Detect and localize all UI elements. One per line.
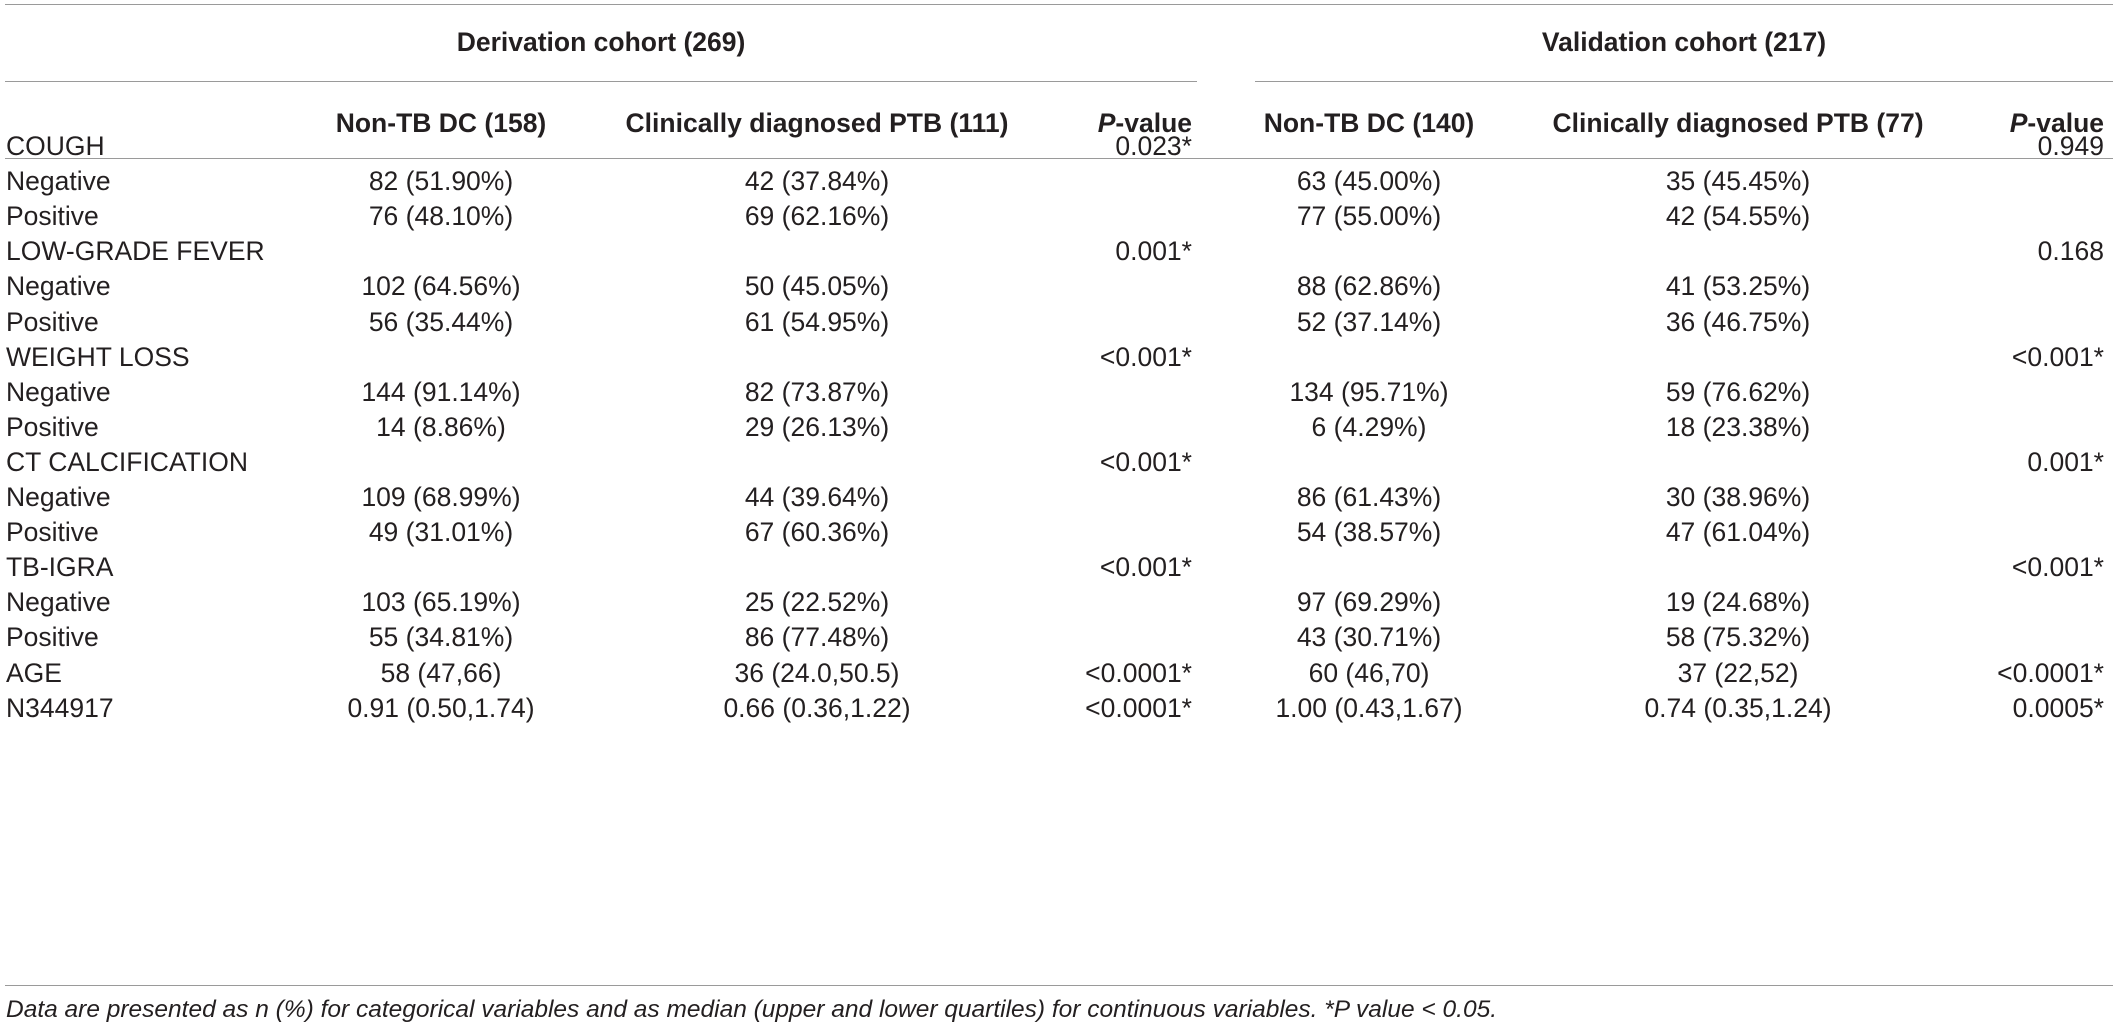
cell-d-pvalue: <0.001*	[1099, 552, 1192, 583]
cell-v-non-tb: 54 (38.57%)	[1296, 517, 1442, 548]
cell-v-non-tb: 43 (30.71%)	[1296, 622, 1442, 653]
row-label: TB-IGRA	[6, 552, 114, 583]
cell-v-pvalue: <0.001*	[2011, 552, 2104, 583]
row-label: Negative	[6, 482, 111, 512]
row-label: COUGH	[6, 131, 105, 161]
row-label: Positive	[6, 411, 99, 442]
cell-d-pvalue: <0.001*	[1099, 341, 1192, 372]
cell-d-non-tb: 76 (48.10%)	[368, 201, 514, 232]
cell-d-ptb: 0.66 (0.36,1.22)	[723, 692, 911, 723]
cell-v-ptb: 58 (75.32%)	[1665, 622, 1811, 653]
cell-d-non-tb: 103 (65.19%)	[361, 587, 521, 618]
cell-v-ptb: 36 (46.75%)	[1665, 306, 1811, 337]
cell-v-non-tb: 1.00 (0.43,1.67)	[1275, 692, 1463, 723]
p-value-suffix: -value	[2027, 108, 2104, 138]
cell-v-non-tb: 88 (62.86%)	[1296, 271, 1442, 302]
cell-d-ptb: 25 (22.52%)	[744, 587, 890, 618]
row-label: Positive	[6, 306, 99, 337]
top-rule	[5, 4, 2113, 5]
cell-v-pvalue: <0.001*	[2011, 341, 2104, 372]
cell-v-ptb: 41 (53.25%)	[1665, 271, 1811, 302]
table-footnote: Data are presented as n (%) for categori…	[6, 996, 1498, 1023]
cell-d-ptb: 67 (60.36%)	[744, 517, 890, 548]
cell-v-non-tb: 97 (69.29%)	[1296, 587, 1442, 618]
cell-v-ptb: 19 (24.68%)	[1665, 587, 1811, 618]
cell-v-ptb: 18 (23.38%)	[1665, 411, 1811, 442]
cell-d-pvalue: 0.001*	[1115, 236, 1192, 267]
col-header-v-non-tb: Non-TB DC (140)	[1263, 108, 1475, 138]
cell-d-non-tb: 14 (8.86%)	[376, 411, 506, 442]
row-label: Positive	[6, 622, 99, 653]
validation-cohort-header: Validation cohort (217)	[1541, 27, 1827, 57]
col-header-d-non-tb: Non-TB DC (158)	[335, 108, 547, 138]
cell-d-non-tb: 144 (91.14%)	[361, 376, 521, 407]
cell-d-non-tb: 0.91 (0.50,1.74)	[347, 692, 535, 723]
p-italic: P	[2009, 108, 2028, 138]
cell-d-ptb: 86 (77.48%)	[744, 622, 890, 653]
cell-v-ptb: 35 (45.45%)	[1665, 166, 1811, 197]
cell-d-pvalue: <0.0001*	[1085, 692, 1192, 723]
cell-v-non-tb: 86 (61.43%)	[1296, 482, 1442, 512]
cell-d-ptb: 29 (26.13%)	[744, 411, 890, 442]
cell-v-non-tb: 52 (37.14%)	[1296, 306, 1442, 337]
row-label: Negative	[6, 376, 111, 407]
cell-d-ptb: 69 (62.16%)	[744, 201, 890, 232]
row-label: Positive	[6, 517, 99, 548]
row-label: Negative	[6, 587, 111, 618]
row-label: LOW-GRADE FEVER	[6, 236, 265, 267]
cell-v-pvalue: 0.001*	[2027, 446, 2104, 477]
cell-v-pvalue: 0.949	[2037, 131, 2104, 161]
cell-d-non-tb: 82 (51.90%)	[368, 166, 514, 197]
cell-v-ptb: 42 (54.55%)	[1665, 201, 1811, 232]
row-label: Negative	[6, 271, 111, 302]
cell-v-ptb: 47 (61.04%)	[1665, 517, 1811, 548]
cell-d-non-tb: 58 (47,66)	[380, 657, 502, 688]
cell-d-pvalue: <0.001*	[1099, 446, 1192, 477]
cell-v-non-tb: 63 (45.00%)	[1296, 166, 1442, 197]
row-label: WEIGHT LOSS	[6, 341, 190, 372]
cell-v-pvalue: 0.168	[2037, 236, 2104, 267]
cell-d-ptb: 36 (24.0,50.5)	[734, 657, 900, 688]
cell-d-non-tb: 56 (35.44%)	[368, 306, 514, 337]
derivation-cohort-header: Derivation cohort (269)	[456, 27, 746, 57]
cell-d-non-tb: 109 (68.99%)	[361, 482, 521, 512]
cell-v-ptb: 30 (38.96%)	[1665, 482, 1811, 512]
row-label: CT CALCIFICATION	[6, 446, 248, 477]
cell-d-ptb: 82 (73.87%)	[744, 376, 890, 407]
col-header-v-ptb: Clinically diagnosed PTB (77)	[1552, 108, 1924, 138]
cell-v-ptb: 59 (76.62%)	[1665, 376, 1811, 407]
bottom-rule	[5, 985, 2113, 986]
col-header-v-pvalue: P-value	[2010, 110, 2104, 137]
cell-v-non-tb: 77 (55.00%)	[1296, 201, 1442, 232]
cell-v-pvalue: 0.0005*	[2012, 692, 2104, 723]
cell-v-ptb: 37 (22,52)	[1677, 657, 1799, 688]
row-label: Positive	[6, 201, 99, 232]
cell-d-non-tb: 102 (64.56%)	[361, 271, 521, 302]
cell-d-pvalue: <0.0001*	[1085, 657, 1192, 688]
cell-d-pvalue: 0.023*	[1115, 131, 1192, 161]
cell-d-ptb: 42 (37.84%)	[744, 166, 890, 197]
validation-group-rule	[1255, 81, 2113, 82]
p-value-suffix: -value	[1115, 108, 1192, 138]
col-header-d-ptb: Clinically diagnosed PTB (111)	[625, 108, 1009, 138]
col-header-d-pvalue: P-value	[1098, 110, 1192, 137]
column-header-rule	[5, 158, 2113, 159]
row-label: Negative	[6, 166, 111, 197]
cell-v-non-tb: 6 (4.29%)	[1311, 411, 1427, 442]
cell-d-ptb: 50 (45.05%)	[744, 271, 890, 302]
cell-d-non-tb: 49 (31.01%)	[368, 517, 514, 548]
row-label: N344917	[6, 692, 114, 723]
row-label: AGE	[6, 657, 62, 688]
cell-v-pvalue: <0.0001*	[1997, 657, 2104, 688]
cell-v-non-tb: 60 (46,70)	[1308, 657, 1430, 688]
cell-d-ptb: 44 (39.64%)	[744, 482, 890, 512]
derivation-group-rule	[5, 81, 1197, 82]
cell-v-non-tb: 134 (95.71%)	[1289, 376, 1449, 407]
p-italic: P	[1097, 108, 1116, 138]
cell-d-non-tb: 55 (34.81%)	[368, 622, 514, 653]
cell-v-ptb: 0.74 (0.35,1.24)	[1644, 692, 1832, 723]
cell-d-ptb: 61 (54.95%)	[744, 306, 890, 337]
